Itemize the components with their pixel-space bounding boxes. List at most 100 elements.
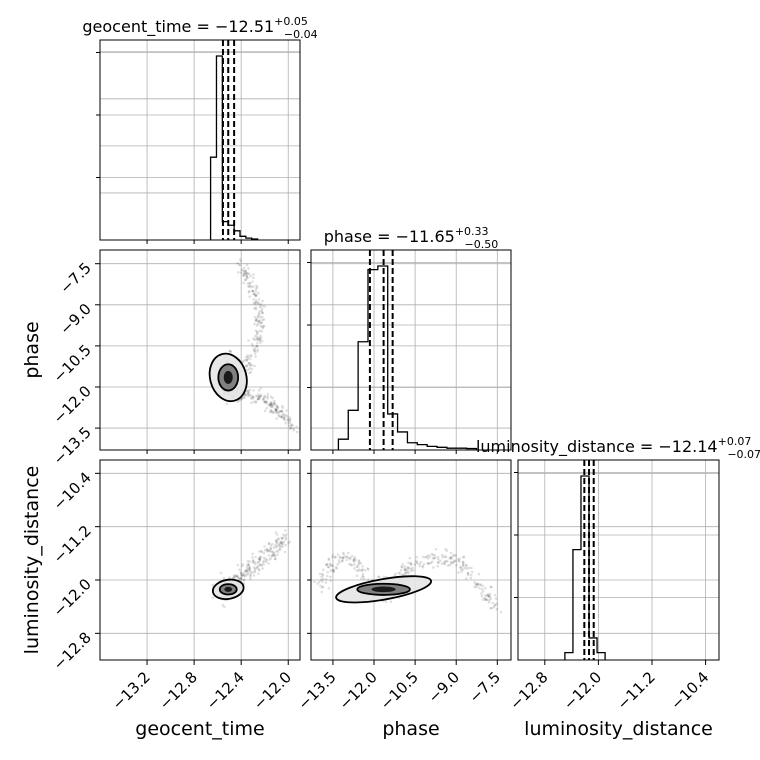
sample-point [239, 271, 243, 274]
sample-point [263, 400, 267, 403]
sample-point [355, 574, 359, 577]
sample-point [434, 547, 438, 551]
sample-point [254, 355, 257, 358]
sample-point [252, 292, 256, 296]
sample-point [260, 329, 264, 333]
sample-point [281, 545, 284, 548]
sample-point [421, 564, 425, 568]
sample-point [463, 566, 467, 570]
sample-point [268, 403, 271, 407]
sample-point [270, 401, 273, 404]
sample-point [286, 418, 290, 422]
sample-point [258, 305, 262, 309]
scatter-geocent_time-vs-luminosity_distance-points [211, 529, 291, 609]
sample-point [259, 394, 263, 397]
sample-point [326, 565, 330, 569]
sample-point [256, 331, 259, 335]
sample-point [274, 557, 277, 561]
sample-point [329, 575, 332, 579]
scatter-geocent_time-vs-phase-grid [100, 250, 300, 450]
sample-point [334, 555, 337, 559]
sample-point [256, 394, 259, 398]
sample-point [436, 557, 440, 561]
sample-point [259, 336, 263, 340]
sample-point [266, 548, 270, 552]
sample-point [320, 580, 324, 583]
sample-point [353, 563, 356, 566]
sample-point [411, 569, 415, 572]
sample-point [253, 560, 256, 564]
hist-phase-grid [311, 250, 511, 450]
sample-point [269, 402, 273, 406]
sample-point [405, 570, 409, 574]
sample-point [252, 276, 255, 280]
sample-point [250, 342, 254, 346]
sample-point [281, 406, 285, 410]
sample-point [409, 567, 413, 571]
sample-point [432, 556, 436, 560]
sample-point [489, 606, 492, 610]
sample-point [231, 576, 235, 580]
sample-point [421, 555, 425, 559]
sample-point [284, 543, 287, 547]
sample-point [269, 557, 273, 560]
sample-point [253, 322, 256, 326]
sample-point [265, 558, 269, 562]
sample-point [486, 593, 490, 596]
sample-point [485, 598, 489, 602]
sample-point [454, 559, 457, 563]
sample-point [260, 325, 264, 328]
sample-point [295, 425, 298, 428]
sample-point [281, 536, 285, 539]
sample-point [236, 270, 240, 274]
sample-point [487, 601, 491, 604]
sample-point [341, 551, 345, 555]
sample-point [275, 405, 279, 408]
sample-point [290, 424, 293, 428]
sample-point [261, 311, 264, 315]
sample-point [466, 573, 470, 577]
sample-point [239, 577, 243, 580]
tick-label-x-phase: −7.5 [466, 668, 504, 706]
sample-point [254, 306, 258, 309]
sample-point [249, 284, 252, 288]
sample-point [222, 577, 226, 580]
sample-point [278, 548, 282, 551]
sample-point [246, 570, 250, 574]
tick-label-y-phase: −7.5 [56, 259, 94, 297]
sample-point [277, 538, 280, 541]
sample-point [444, 559, 448, 563]
sample-point [268, 410, 272, 414]
hist-luminosity_distance-frame [517, 459, 720, 661]
sample-point [258, 395, 261, 399]
sample-point [260, 315, 264, 319]
title-luminosity_distance: luminosity_distance = −12.14+0.07 −0.07 [476, 435, 760, 461]
sample-point [275, 540, 279, 544]
sample-point [249, 370, 253, 374]
sample-point [248, 354, 252, 358]
sample-point [280, 415, 284, 419]
sample-point [275, 541, 279, 544]
sample-point [256, 315, 260, 319]
sample-point [280, 409, 284, 413]
sample-point [331, 564, 335, 568]
sample-point [457, 559, 461, 562]
sample-point [352, 557, 356, 561]
sample-point [259, 302, 263, 306]
sample-point [279, 545, 283, 548]
sample-point [406, 567, 409, 570]
sample-point [241, 574, 244, 577]
sample-point [473, 580, 476, 584]
sample-point [290, 423, 293, 427]
sample-point [248, 569, 252, 573]
sample-point [334, 566, 338, 569]
sample-point [248, 371, 251, 375]
sample-point [246, 354, 250, 357]
sample-point [254, 318, 258, 321]
title-sub: −0.04 [284, 28, 318, 41]
sample-point [280, 415, 283, 419]
sample-point [440, 553, 444, 557]
sample-point [263, 409, 267, 413]
sample-point [259, 563, 262, 567]
sample-point [407, 561, 410, 565]
